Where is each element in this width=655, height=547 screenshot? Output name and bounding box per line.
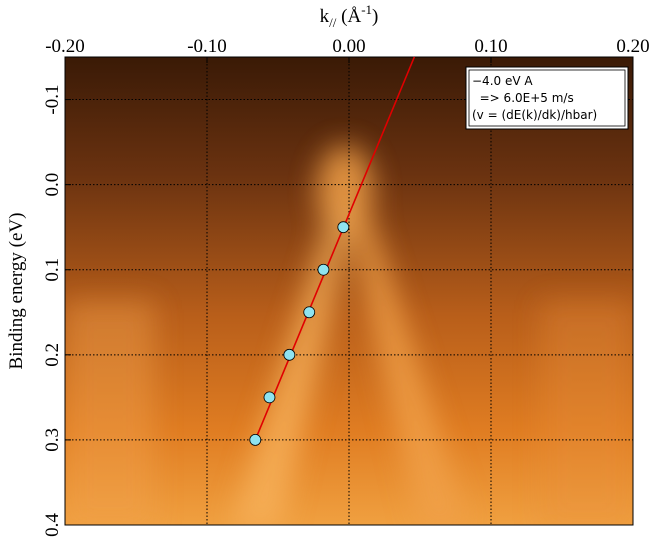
x-tick-label: 0.20 bbox=[616, 36, 649, 57]
data-point bbox=[263, 391, 276, 404]
fit-line bbox=[254, 56, 416, 441]
y-axis-label: Binding energy (eV) bbox=[6, 213, 27, 370]
y-tick-label: 0.4 bbox=[42, 513, 63, 537]
y-tick-label: 0.0 bbox=[42, 173, 63, 197]
x-tick-label: 0.00 bbox=[332, 36, 365, 57]
x-label-part: k bbox=[320, 6, 330, 27]
data-point bbox=[303, 306, 316, 319]
y-tick-label: 0.3 bbox=[42, 428, 63, 452]
y-tick-label: 0.2 bbox=[42, 343, 63, 367]
annotation-box bbox=[465, 66, 629, 130]
annotation-box-inner bbox=[468, 69, 626, 127]
data-point bbox=[283, 348, 296, 361]
data-point bbox=[317, 263, 330, 276]
annotation-line: (v = (dE(k)/dk)/hbar) bbox=[472, 108, 597, 122]
x-label-part: -1 bbox=[361, 2, 372, 17]
x-label-part: (Å bbox=[336, 6, 361, 27]
annotation: −4.0 eV A => 6.0E+5 m/s (v = (dE(k)/dk)/… bbox=[465, 66, 629, 130]
x-label-part: ) bbox=[372, 6, 378, 27]
y-tick-label: 0.1 bbox=[42, 258, 63, 282]
x-axis-label: k// (Å-1) bbox=[320, 2, 379, 30]
data-point bbox=[249, 434, 262, 446]
x-tick-label: -0.20 bbox=[45, 36, 85, 57]
x-tick-label: 0.10 bbox=[474, 36, 507, 57]
annotation-line: −4.0 eV A bbox=[472, 74, 533, 88]
annotation-line: => 6.0E+5 m/s bbox=[472, 91, 574, 105]
y-tick-label: -0.1 bbox=[42, 85, 63, 115]
x-tick-label: -0.10 bbox=[187, 36, 227, 57]
x-label-part: // bbox=[329, 15, 337, 30]
data-point bbox=[337, 221, 350, 234]
